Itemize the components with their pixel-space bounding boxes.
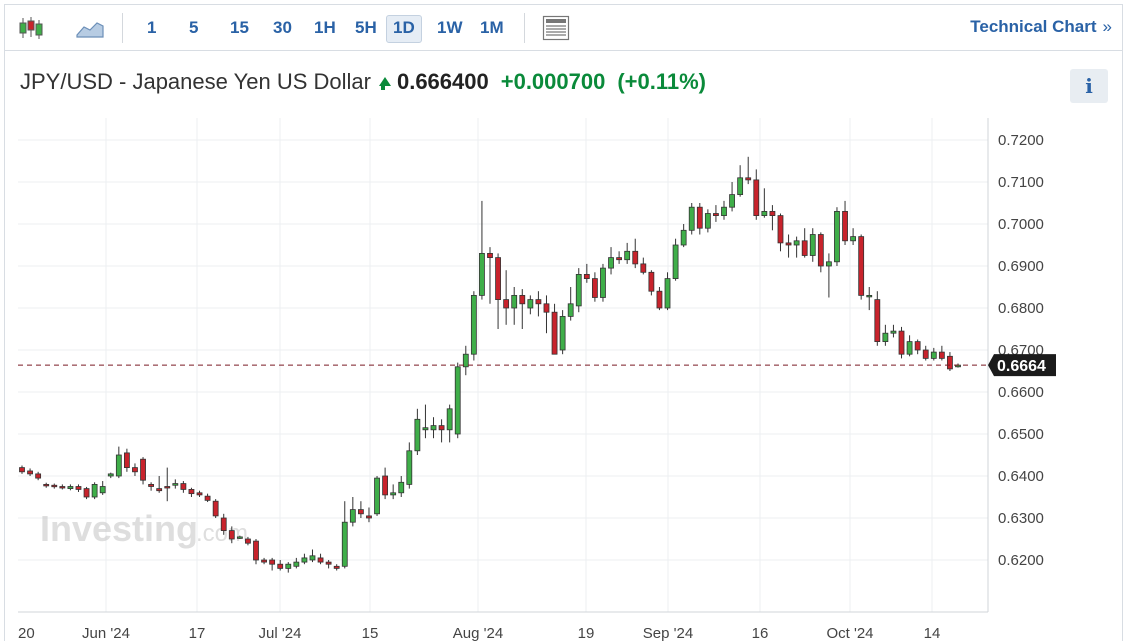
news-panel-icon[interactable] [541,13,571,43]
toolbar-divider [524,13,525,43]
period-1w[interactable]: 1W [437,18,463,37]
period-1d[interactable]: 1D [386,15,422,43]
period-15[interactable]: 15 [230,18,249,37]
period-1h[interactable]: 1H [314,18,336,37]
period-1m[interactable]: 1M [480,18,504,37]
chart-widget: 1 5 15 30 1H 5H 1D 1W 1M Technical Chart… [4,4,1123,641]
chevron-double-right-icon: » [1102,17,1112,36]
period-5h[interactable]: 5H [355,18,377,37]
quote-line: JPY/USD - Japanese Yen US Dollar 0.666400… [20,69,718,95]
candlestick-chart-icon[interactable] [16,13,46,43]
up-arrow-icon [378,77,391,86]
technical-chart-link[interactable]: Technical Chart » [970,17,1112,37]
quote-header: JPY/USD - Japanese Yen US Dollar 0.666400… [5,51,1122,115]
instrument-title: JPY/USD - Japanese Yen US Dollar [20,69,371,94]
chart-toolbar: 1 5 15 30 1H 5H 1D 1W 1M Technical Chart… [5,5,1122,51]
technical-chart-label: Technical Chart [970,17,1097,36]
area-chart-icon[interactable] [75,13,105,43]
price-change: +0.000700 [500,69,606,94]
info-button[interactable]: i [1070,69,1108,103]
last-price: 0.666400 [396,69,489,94]
price-change-percent: (+0.11%) [617,69,707,94]
toolbar-divider [122,13,123,43]
period-5[interactable]: 5 [189,18,199,37]
period-30[interactable]: 30 [273,18,292,37]
period-1[interactable]: 1 [147,18,157,37]
up-arrow-stem [380,84,385,90]
